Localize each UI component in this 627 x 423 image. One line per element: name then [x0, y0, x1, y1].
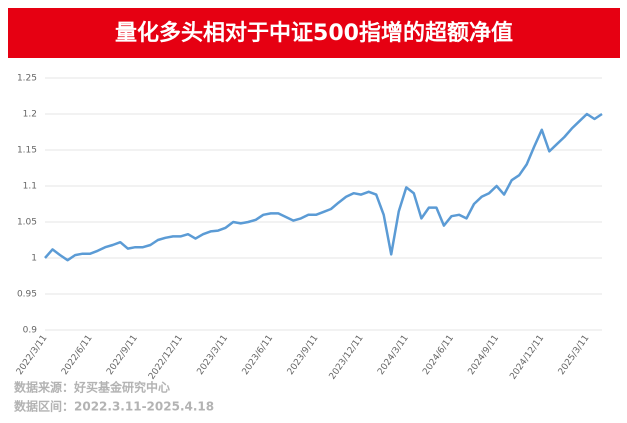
x-tick-label: 2024/6/11 [421, 333, 456, 377]
x-tick-label: 2024/3/11 [376, 333, 411, 377]
date-range-note: 数据区间：2022.3.11-2025.4.18 [14, 399, 214, 414]
x-tick-label: 2022/3/11 [15, 333, 50, 377]
y-tick-label: 1.2 [23, 110, 37, 120]
x-tick-label: 2022/6/11 [60, 333, 95, 377]
y-tick-label: 1 [31, 254, 37, 264]
chart-title: 量化多头相对于中证500指增的超额净值 [115, 20, 513, 46]
x-tick-label: 2022/9/11 [105, 333, 140, 377]
x-tick-label: 2024/12/11 [508, 333, 546, 381]
y-tick-label: 1.25 [17, 74, 37, 84]
data-line [44, 112, 603, 262]
source-note: 数据来源：好买基金研究中心 [14, 380, 170, 395]
y-tick-label: 0.9 [23, 326, 38, 336]
y-tick-label: 1.1 [23, 182, 37, 192]
x-tick-label: 2023/3/11 [195, 333, 230, 377]
x-tick-label: 2025/3/11 [557, 333, 592, 377]
x-tick-label: 2022/12/11 [147, 333, 185, 381]
x-tick-label: 2023/6/11 [241, 333, 276, 377]
y-tick-label: 1.05 [17, 218, 37, 228]
x-tick-label: 2023/12/11 [328, 333, 366, 381]
x-tick-label: 2024/9/11 [466, 333, 501, 377]
x-tick-label: 2023/9/11 [286, 333, 321, 377]
y-tick-label: 1.15 [17, 146, 37, 156]
y-tick-label: 0.95 [17, 290, 37, 300]
title-banner [8, 8, 620, 58]
